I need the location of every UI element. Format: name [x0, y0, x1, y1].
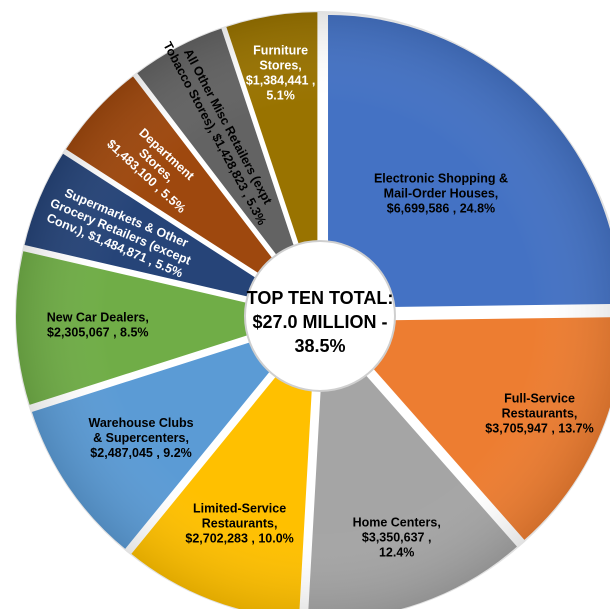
slice-label-line: Electronic Shopping &	[374, 171, 508, 185]
slice-label-line: Mail-Order Houses,	[384, 186, 499, 200]
slice-label-line: $2,305,067 , 8.5%	[47, 326, 148, 340]
slice-label-3: Home Centers, $3,350,637 , 12.4%	[353, 515, 441, 559]
center-circle	[244, 240, 396, 392]
slice-label-10: Furniture Stores, $1,384,441 , 5.1%	[246, 44, 316, 103]
center-hole: TOP TEN TOTAL: $27.0 MILLION - 38.5%	[244, 240, 396, 392]
slice-label-2: Full-Service Restaurants, $3,705,947 , 13.…	[485, 391, 593, 435]
slice-label-line: 5.1%	[266, 89, 295, 103]
slice-label-line: Warehouse Clubs	[88, 416, 193, 430]
slice-label-line: Limited-Service	[193, 501, 286, 515]
slice-label-line: Restaurants,	[502, 406, 578, 420]
slice-label-5: Warehouse Clubs & Supercenters, $2,487,045…	[88, 416, 193, 460]
slice-label-line: Home Centers,	[353, 515, 441, 529]
slice-label-line: $3,350,637 ,	[362, 530, 432, 544]
center-text-line-1: TOP TEN TOTAL:	[247, 288, 394, 308]
slice-label-line: New Car Dealers,	[47, 311, 149, 325]
slice-label-line: $2,702,283 , 10.0%	[185, 531, 293, 545]
slice-label-4: Limited-Service Restaurants, $2,702,283 , …	[185, 501, 293, 545]
slice-label-line: & Supercenters,	[93, 431, 189, 445]
slice-label-line: $1,384,441 ,	[246, 74, 316, 88]
slice-label-line: $3,705,947 , 13.7%	[485, 421, 593, 435]
slice-label-line: $2,487,045 , 9.2%	[90, 446, 191, 460]
slice-label-line: Furniture	[253, 44, 308, 58]
slice-label-6: New Car Dealers, $2,305,067 , 8.5%	[47, 311, 149, 340]
center-text-line-2: $27.0 MILLION -	[252, 312, 387, 332]
slice-label-1: Electronic Shopping & Mail-Order Houses, $…	[374, 171, 508, 215]
slice-label-line: $6,699,586 , 24.8%	[387, 201, 495, 215]
slice-label-line: 12.4%	[379, 545, 414, 559]
slice-label-line: Full-Service	[504, 391, 575, 405]
center-text-line-3: 38.5%	[294, 336, 345, 356]
slice-label-line: Restaurants,	[202, 516, 278, 530]
slice-label-line: Stores,	[259, 59, 301, 73]
